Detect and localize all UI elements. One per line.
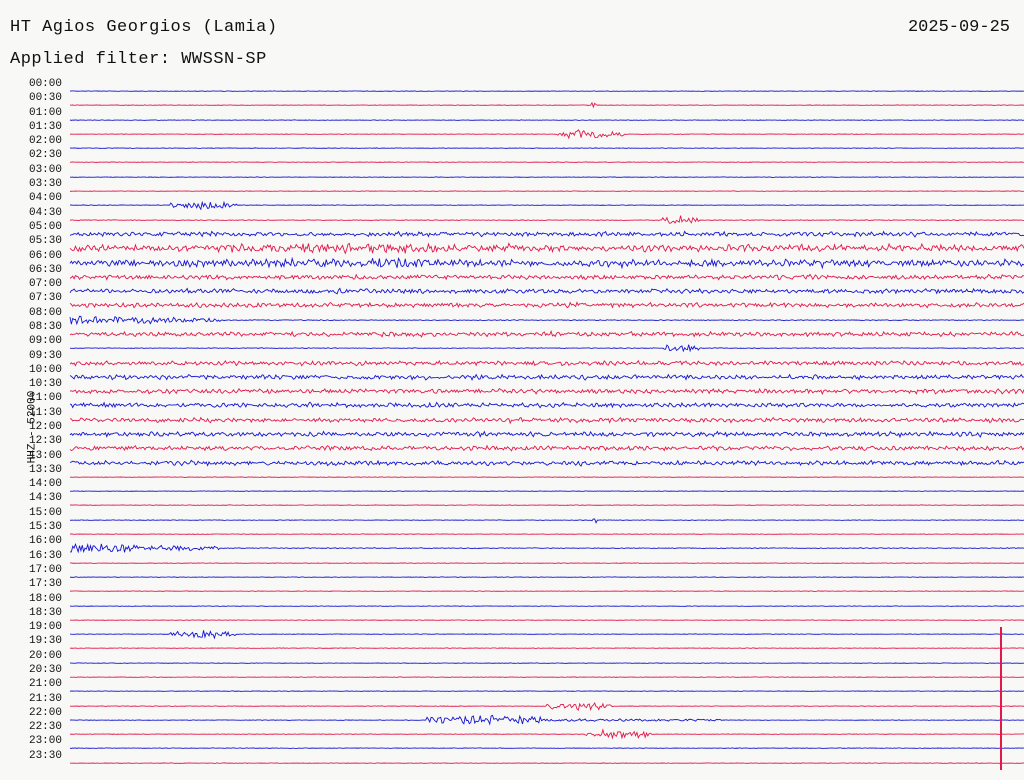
waveform-row-2130[interactable] — [70, 699, 1024, 713]
filter-label: Applied filter: WWSSN-SP — [10, 50, 267, 69]
waveform-row-0000[interactable] — [70, 84, 1024, 98]
waveform-row-1800[interactable] — [70, 599, 1024, 613]
time-tick-0730: 07:30 — [29, 292, 62, 304]
time-tick-1930: 19:30 — [29, 635, 62, 647]
waveform-row-1430[interactable] — [70, 498, 1024, 512]
time-tick-1400: 14:00 — [29, 478, 62, 490]
waveform-row-0800[interactable] — [70, 313, 1024, 327]
time-tick-0800: 08:00 — [29, 307, 62, 319]
waveform-row-1330[interactable] — [70, 470, 1024, 484]
time-tick-1830: 18:30 — [29, 607, 62, 619]
waveform-row-1830[interactable] — [70, 613, 1024, 627]
waveform-row-1900[interactable] — [70, 627, 1024, 641]
time-tick-0930: 09:30 — [29, 350, 62, 362]
time-tick-2330: 23:30 — [29, 750, 62, 762]
trace-rows-container[interactable] — [70, 84, 1024, 770]
waveform-row-0600[interactable] — [70, 256, 1024, 270]
waveform-row-0830[interactable] — [70, 327, 1024, 341]
waveform-row-1130[interactable] — [70, 413, 1024, 427]
time-tick-0600: 06:00 — [29, 250, 62, 262]
time-tick-0400: 04:00 — [29, 192, 62, 204]
time-tick-2200: 22:00 — [29, 707, 62, 719]
waveform-row-1300[interactable] — [70, 456, 1024, 470]
waveform-row-0430[interactable] — [70, 213, 1024, 227]
calibration-spike-line[interactable] — [1000, 627, 1001, 770]
waveform-row-2100[interactable] — [70, 684, 1024, 698]
waveform-row-1100[interactable] — [70, 398, 1024, 412]
time-tick-0000: 00:00 — [29, 78, 62, 90]
waveform-row-1700[interactable] — [70, 570, 1024, 584]
waveform-row-1930[interactable] — [70, 641, 1024, 655]
time-tick-0430: 04:30 — [29, 207, 62, 219]
waveform-row-1200[interactable] — [70, 427, 1024, 441]
waveform-row-0530[interactable] — [70, 241, 1024, 255]
waveform-row-2330[interactable] — [70, 756, 1024, 770]
waveform-row-1400[interactable] — [70, 484, 1024, 498]
time-tick-1000: 10:00 — [29, 364, 62, 376]
time-tick-1330: 13:30 — [29, 464, 62, 476]
time-tick-2300: 23:00 — [29, 735, 62, 747]
waveform-row-1730[interactable] — [70, 584, 1024, 598]
waveform-row-1530[interactable] — [70, 527, 1024, 541]
time-tick-0030: 00:30 — [29, 92, 62, 104]
waveform-row-2200[interactable] — [70, 713, 1024, 727]
waveform-row-1230[interactable] — [70, 441, 1024, 455]
time-tick-1530: 15:30 — [29, 521, 62, 533]
waveform-row-0730[interactable] — [70, 298, 1024, 312]
time-tick-1630: 16:30 — [29, 550, 62, 562]
time-tick-1730: 17:30 — [29, 578, 62, 590]
waveform-row-0130[interactable] — [70, 127, 1024, 141]
time-tick-1900: 19:00 — [29, 621, 62, 633]
time-tick-2100: 21:00 — [29, 678, 62, 690]
time-tick-2030: 20:30 — [29, 664, 62, 676]
time-tick-1700: 17:00 — [29, 564, 62, 576]
helicorder-page: HT Agios Georgios (Lamia) Applied filter… — [0, 0, 1024, 780]
time-tick-0200: 02:00 — [29, 135, 62, 147]
time-tick-1800: 18:00 — [29, 593, 62, 605]
time-tick-0900: 09:00 — [29, 335, 62, 347]
date-label: 2025-09-25 — [908, 18, 1010, 37]
waveform-row-0100[interactable] — [70, 113, 1024, 127]
time-tick-0530: 05:30 — [29, 235, 62, 247]
time-tick-1030: 10:30 — [29, 378, 62, 390]
time-tick-2000: 20:00 — [29, 650, 62, 662]
time-tick-0700: 07:00 — [29, 278, 62, 290]
time-tick-0300: 03:00 — [29, 164, 62, 176]
time-tick-0330: 03:30 — [29, 178, 62, 190]
waveform-row-1630[interactable] — [70, 556, 1024, 570]
waveform-row-2000[interactable] — [70, 656, 1024, 670]
y-axis-label: HHZ - 52000 — [26, 391, 38, 464]
waveform-row-2030[interactable] — [70, 670, 1024, 684]
waveform-row-0030[interactable] — [70, 98, 1024, 112]
chart-area[interactable]: 00:00 00:30 01:00 01:30 02:00 02:30 03:00 03:30… — [0, 84, 1024, 770]
time-tick-0130: 01:30 — [29, 121, 62, 133]
waveform-row-2230[interactable] — [70, 727, 1024, 741]
waveform-row-1500[interactable] — [70, 513, 1024, 527]
time-tick-1600: 16:00 — [29, 535, 62, 547]
waveform-row-0700[interactable] — [70, 284, 1024, 298]
time-tick-0500: 05:00 — [29, 221, 62, 233]
waveform-row-0500[interactable] — [70, 227, 1024, 241]
waveform-row-0930[interactable] — [70, 356, 1024, 370]
waveform-row-2300[interactable] — [70, 741, 1024, 755]
waveform-row-0200[interactable] — [70, 141, 1024, 155]
waveform-row-0630[interactable] — [70, 270, 1024, 284]
waveform-row-0230[interactable] — [70, 155, 1024, 169]
waveform-row-0300[interactable] — [70, 170, 1024, 184]
time-tick-0100: 01:00 — [29, 107, 62, 119]
time-tick-0230: 02:30 — [29, 149, 62, 161]
waveform-row-1030[interactable] — [70, 384, 1024, 398]
time-tick-2230: 22:30 — [29, 721, 62, 733]
time-tick-0830: 08:30 — [29, 321, 62, 333]
waveform-row-0900[interactable] — [70, 341, 1024, 355]
time-tick-2130: 21:30 — [29, 693, 62, 705]
station-title: HT Agios Georgios (Lamia) — [10, 18, 278, 37]
time-tick-1430: 14:30 — [29, 492, 62, 504]
waveform-row-1000[interactable] — [70, 370, 1024, 384]
waveform-row-0330[interactable] — [70, 184, 1024, 198]
waveform-row-0400[interactable] — [70, 198, 1024, 212]
waveform-row-1600[interactable] — [70, 541, 1024, 555]
time-tick-0630: 06:30 — [29, 264, 62, 276]
time-tick-1500: 15:00 — [29, 507, 62, 519]
